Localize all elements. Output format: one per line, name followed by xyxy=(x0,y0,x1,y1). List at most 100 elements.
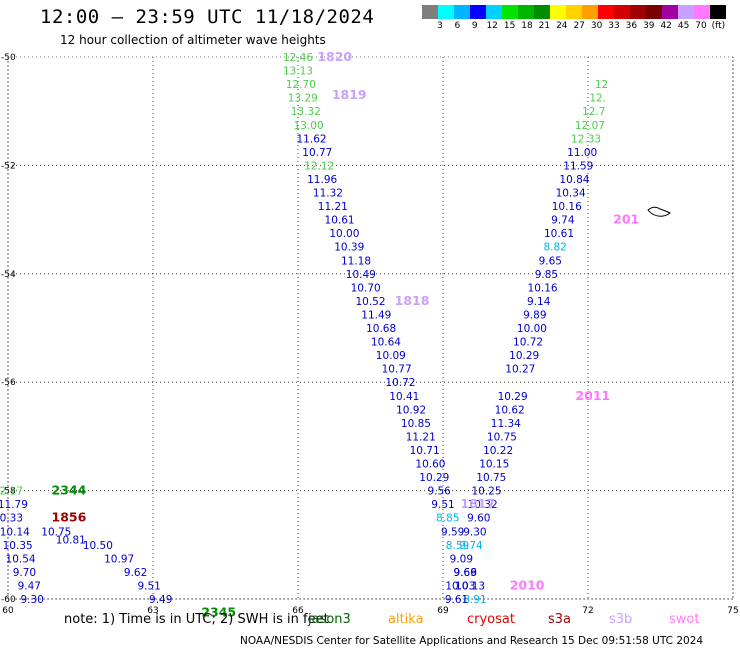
map-frame xyxy=(7,56,734,600)
wave-height-value: 11.21 xyxy=(406,431,436,443)
mission-legend-item: s3a xyxy=(548,612,572,627)
wave-height-value: 9.51 xyxy=(431,499,454,511)
wave-height-value: 10.60 xyxy=(415,459,445,471)
color-scale-label: 18 xyxy=(521,21,533,31)
wave-height-value: 10.81 xyxy=(56,534,86,546)
wave-height-value: 12.12 xyxy=(304,160,334,172)
wave-height-value: 10.52 xyxy=(355,296,385,308)
wave-height-value: 13.13 xyxy=(283,66,313,78)
wave-height-value: 10.33 xyxy=(0,513,23,525)
credits-footer: NOAA/NESDIS Center for Satellite Applica… xyxy=(240,635,704,647)
wave-height-value: 11.59 xyxy=(563,160,593,172)
wave-height-value: 11.00 xyxy=(567,147,597,159)
lon-tick-label: 72 xyxy=(582,606,593,616)
color-scale-label: (ft) xyxy=(711,21,726,31)
wave-height-value: 9.14 xyxy=(527,296,551,308)
wave-height-value: 11.32 xyxy=(313,188,343,200)
wave-height-value: 10.35 xyxy=(3,540,33,552)
wave-height-value: 9.51 xyxy=(137,580,160,592)
wave-height-value: 10.75 xyxy=(41,526,71,538)
wave-height-value: 12.46 xyxy=(283,52,313,64)
wave-height-value: 10.39 xyxy=(334,242,364,254)
wave-height-value: 10.97 xyxy=(104,553,134,565)
wave-height-value: 10.15 xyxy=(479,459,509,471)
color-swatch xyxy=(662,5,678,19)
wave-height-value: 10.09 xyxy=(376,350,406,362)
wave-height-value: 10.00 xyxy=(517,323,547,335)
wave-height-value: 9.61 xyxy=(445,594,468,606)
color-swatch xyxy=(454,5,470,19)
track-time-label: 1819 xyxy=(332,87,367,102)
track-time-label: 1818 xyxy=(395,293,430,308)
wave-height-value: 8.91 xyxy=(463,594,486,606)
mission-legend-item: s3b xyxy=(609,612,633,627)
track-time-label: 2344 xyxy=(52,483,87,498)
color-scale-labels: 3 6 9 12 15 18 21 24 27 30 33 36 39 42 45 70 (ft) xyxy=(422,21,740,33)
wave-height-value: 10.92 xyxy=(396,404,426,416)
wave-height-value: 10.75 xyxy=(476,472,506,484)
wave-height-value: 9.65 xyxy=(539,255,562,267)
wave-height-value: 10.16 xyxy=(552,201,582,213)
wave-height-value: 10.77 xyxy=(382,364,412,376)
wave-height-value: 9.70 xyxy=(13,567,36,579)
wave-height-value: 12. xyxy=(589,93,606,105)
wave-height-value: 11.79 xyxy=(0,499,28,511)
wave-height-value: 10.72 xyxy=(513,337,543,349)
track-time-label: 201 xyxy=(613,212,639,227)
color-swatch xyxy=(486,5,502,19)
color-scale-label: 45 xyxy=(677,21,690,31)
footnote: note: 1) Time is in UTC; 2) SWH is in fe… xyxy=(64,612,329,627)
wave-height-value: 9.30 xyxy=(463,526,486,538)
wave-height-value: 12.7 xyxy=(582,106,605,118)
wave-height-value: 10.70 xyxy=(351,282,381,294)
lon-tick-label: 66 xyxy=(292,606,304,616)
track-time-label: 1856 xyxy=(52,510,87,525)
color-scale-bar xyxy=(422,5,726,19)
island-outline xyxy=(647,206,671,217)
wave-height-value: 12.07 xyxy=(575,120,605,132)
color-scale-label: 70 xyxy=(695,21,707,31)
color-swatch xyxy=(678,5,694,19)
color-scale-label: 33 xyxy=(608,21,620,31)
wave-height-value: 10.03 xyxy=(445,580,475,592)
wave-height-value: 10.16 xyxy=(528,282,558,294)
wave-height-value: 12.33 xyxy=(571,133,601,145)
color-scale-label: 39 xyxy=(643,21,655,31)
mission-legend-item: cryosat xyxy=(467,612,515,627)
track-time-label: 1817 xyxy=(460,496,495,511)
wave-height-value: 10.25 xyxy=(471,486,501,498)
wave-height-value: 10.34 xyxy=(556,188,586,200)
color-swatch xyxy=(422,5,438,19)
wave-height-value: 10.75 xyxy=(487,431,517,443)
wave-height-value: 9.69 xyxy=(454,567,477,579)
page-subtitle: 12 hour collection of altimeter wave hei… xyxy=(60,33,326,47)
wave-height-value: 10.14 xyxy=(0,526,30,538)
color-scale-label: 3 xyxy=(437,21,443,31)
wave-height-value: 9.09 xyxy=(450,553,473,565)
track-time-label: 2011 xyxy=(575,388,610,403)
wave-height-value: 11.21 xyxy=(318,201,348,213)
lon-tick-label: 60 xyxy=(2,606,14,616)
wave-height-value: 10.29 xyxy=(509,350,539,362)
wave-height-value: 13.00 xyxy=(294,120,324,132)
wave-height-value: 10.54 xyxy=(6,553,36,565)
color-scale-label: 30 xyxy=(590,21,603,31)
lat-tick-label: -56 xyxy=(1,378,16,388)
lon-tick-label: 69 xyxy=(437,606,449,616)
wave-height-value: 10.62 xyxy=(495,404,525,416)
wave-height-value: 10.71 xyxy=(410,445,440,457)
color-swatch xyxy=(518,5,534,19)
wave-height-value: 9.47 xyxy=(18,580,41,592)
lat-tick-label: -60 xyxy=(1,595,16,605)
wave-height-value: 9.49 xyxy=(149,594,172,606)
wave-height-value: 10.22 xyxy=(483,445,513,457)
wave-height-value: 9.30 xyxy=(20,594,43,606)
wave-height-value: 10.13 xyxy=(455,580,485,592)
mission-legend-item: swot xyxy=(669,612,700,627)
color-swatch xyxy=(566,5,582,19)
wave-height-value: 8.59 xyxy=(446,540,469,552)
mission-legend-item: altika xyxy=(388,612,424,627)
color-scale-label: 42 xyxy=(660,21,672,31)
